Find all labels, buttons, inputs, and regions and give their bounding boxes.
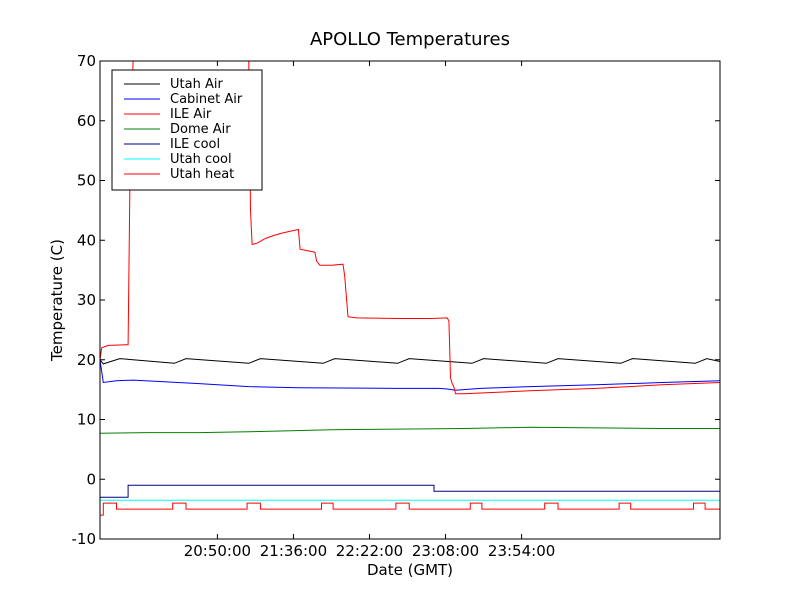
y-tick-label: 40 bbox=[77, 231, 96, 249]
y-tick-label: 70 bbox=[77, 52, 96, 70]
x-tick-label: 23:08:00 bbox=[412, 542, 479, 560]
legend-label: Dome Air bbox=[170, 122, 231, 137]
legend-label: Utah cool bbox=[170, 152, 232, 167]
legend-label: Utah heat bbox=[170, 167, 234, 182]
series-line-utah-heat bbox=[100, 502, 720, 516]
y-tick-label: 30 bbox=[77, 291, 96, 309]
y-tick-label: 60 bbox=[77, 112, 96, 130]
series-line-dome-air bbox=[100, 426, 720, 434]
series-line-ile-cool bbox=[100, 484, 720, 498]
y-tick-label: -10 bbox=[72, 530, 97, 548]
legend-label: Cabinet Air bbox=[170, 92, 243, 107]
x-tick-label: 22:22:00 bbox=[336, 542, 403, 560]
series-line-cabinet-air bbox=[100, 359, 720, 391]
y-axis-label: Temperature (C) bbox=[48, 239, 66, 362]
tick-layer: -10 0 10 20 30 40 50 60 70 20:50:00 21:36:00 22:22:… bbox=[72, 52, 720, 560]
chart-title: APOLLO Temperatures bbox=[310, 29, 510, 50]
y-tick-label: 0 bbox=[86, 470, 96, 488]
x-tick-label: 21:36:00 bbox=[260, 542, 327, 560]
plot-frame bbox=[99, 60, 721, 540]
legend-box bbox=[111, 69, 263, 191]
legend-label: ILE cool bbox=[170, 137, 220, 152]
legend-label: Utah Air bbox=[170, 77, 223, 92]
y-tick-label: 50 bbox=[77, 172, 96, 190]
series-line-utah-air bbox=[100, 358, 720, 365]
y-tick-label: 10 bbox=[77, 411, 96, 429]
x-tick-label: 20:50:00 bbox=[184, 542, 251, 560]
legend-label: ILE Air bbox=[170, 107, 212, 122]
x-tick-label: 23:54:00 bbox=[488, 542, 555, 560]
x-axis-label: Date (GMT) bbox=[367, 561, 453, 579]
y-tick-label: 20 bbox=[77, 351, 96, 369]
